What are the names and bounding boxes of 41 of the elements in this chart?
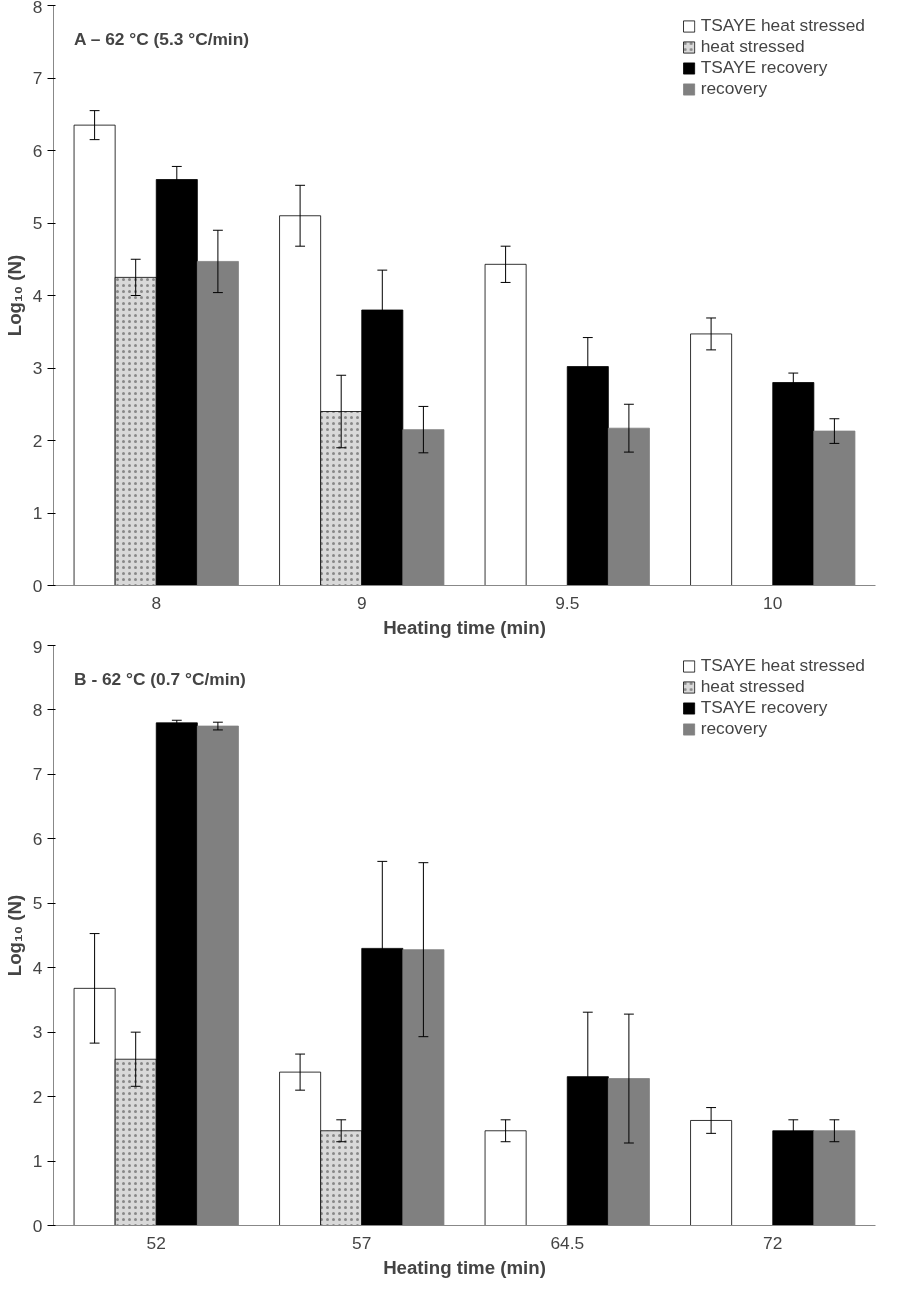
- y-tick-label: 6: [32, 140, 43, 161]
- y-axis-title: Log₁₀ (N): [3, 254, 25, 337]
- y-tick-label: 6: [32, 828, 43, 849]
- y-tick-label: 9: [32, 636, 43, 657]
- y-tick-label: 1: [32, 1151, 43, 1172]
- x-tick-label: 64.5: [550, 1232, 585, 1253]
- y-tick-label: 5: [32, 893, 43, 914]
- legend-label: recovery: [700, 78, 768, 99]
- legend-label: recovery: [700, 718, 768, 739]
- y-tick-label: 8: [32, 699, 43, 720]
- y-tick-label: 2: [32, 1086, 43, 1107]
- x-tick-label: 52: [146, 1232, 166, 1253]
- y-tick-label: 4: [32, 285, 43, 306]
- y-tick-label: 5: [32, 213, 43, 233]
- legend-label: TSAYE recovery: [700, 57, 828, 78]
- y-tick-label: 1: [32, 503, 43, 523]
- x-tick-label: 57: [352, 1232, 372, 1253]
- y-tick-label: 0: [32, 1215, 43, 1236]
- x-axis-title: Heating time (min): [383, 616, 546, 638]
- y-tick-label: 3: [32, 1022, 43, 1043]
- y-tick-label: 4: [32, 957, 43, 978]
- y-tick-label: 2: [32, 430, 43, 451]
- y-tick-label: 7: [32, 68, 43, 88]
- y-tick-label: 0: [32, 575, 43, 596]
- legend-label: TSAYE heat stressed: [700, 15, 865, 36]
- legend-label: heat stressed: [700, 36, 805, 57]
- text: B - 62 °C (0.7 °C/min): [74, 668, 246, 689]
- y-axis-title: Log₁₀ (N): [3, 894, 25, 977]
- x-tick-label: 9: [356, 592, 367, 613]
- x-tick-label: 8: [151, 592, 162, 613]
- text: A – 62 °C (5.3 °C/min): [74, 28, 250, 49]
- legend-label: TSAYE recovery: [700, 697, 828, 718]
- x-tick-label: 10: [763, 592, 783, 613]
- x-tick-label: 72: [763, 1232, 783, 1253]
- legend-label: heat stressed: [700, 676, 805, 697]
- y-tick-label: 3: [32, 358, 43, 378]
- y-tick-label: 7: [32, 764, 43, 785]
- y-tick-label: 8: [32, 0, 43, 17]
- x-tick-label: 9.5: [555, 592, 580, 613]
- x-axis-title: Heating time (min): [383, 1256, 546, 1278]
- legend-label: TSAYE heat stressed: [700, 655, 865, 676]
